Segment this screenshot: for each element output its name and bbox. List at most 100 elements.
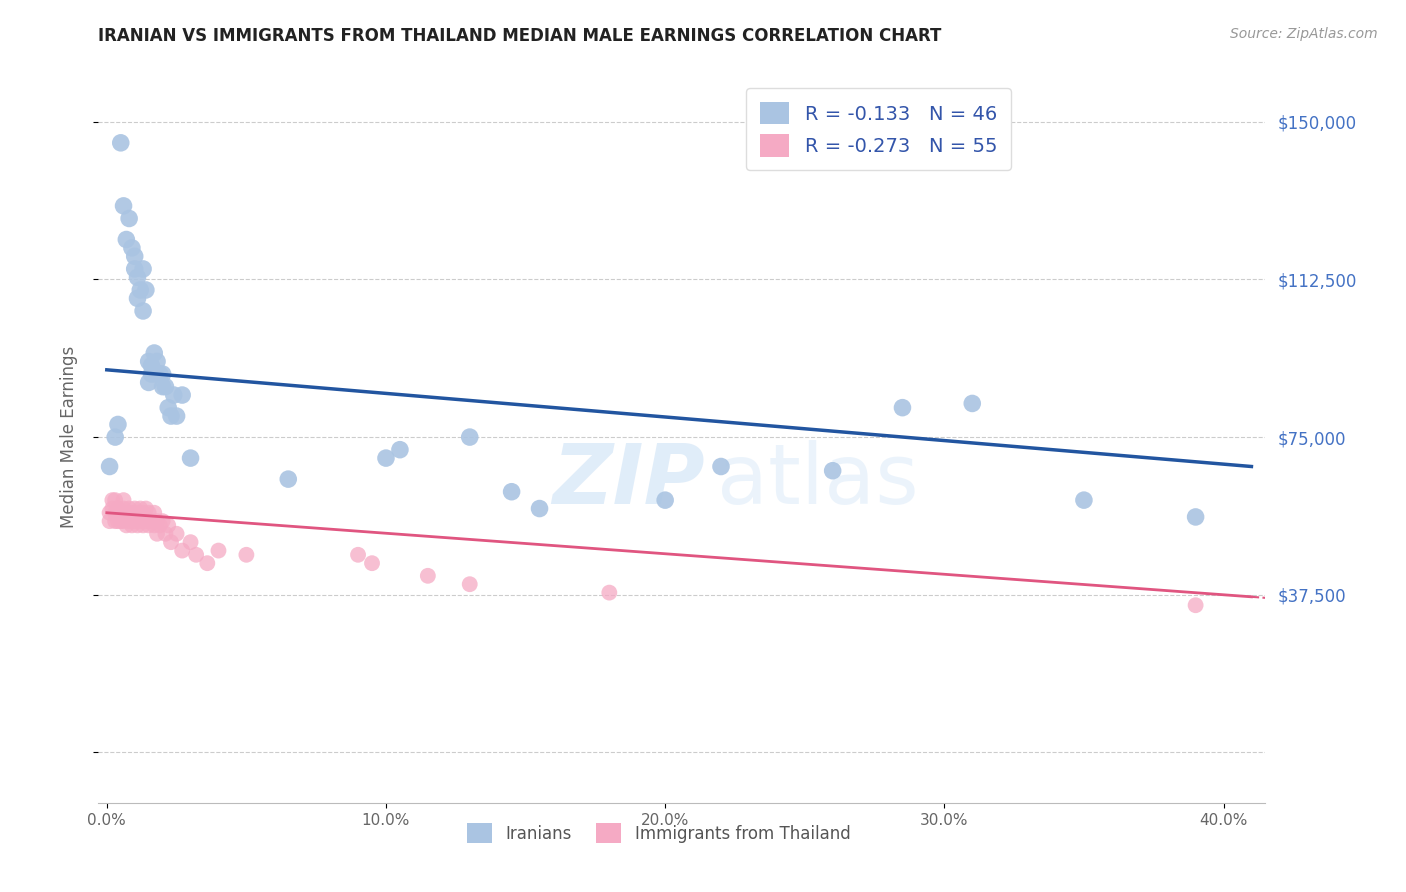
Point (172, 388, 194, 402)
Point (141, 359, 163, 373)
Point (135, 514, 157, 528)
Point (110, 506, 132, 520)
Point (104, 506, 127, 520)
Point (112, 493, 135, 508)
Point (121, 241, 143, 255)
Point (124, 514, 146, 528)
Point (115, 506, 138, 520)
Point (598, 585, 620, 599)
Point (132, 304, 155, 318)
Point (375, 451, 398, 466)
Point (141, 367, 163, 381)
Point (388, 442, 411, 457)
Point (180, 451, 202, 466)
Point (138, 518, 160, 533)
Point (107, 417, 129, 432)
Point (135, 501, 157, 516)
Point (149, 518, 172, 533)
Point (98, 514, 121, 528)
Point (155, 379, 177, 393)
Point (98, 459, 121, 474)
Point (138, 506, 160, 520)
Point (141, 514, 163, 528)
Point (101, 493, 124, 508)
Legend: Iranians, Immigrants from Thailand: Iranians, Immigrants from Thailand (460, 817, 858, 849)
Point (458, 430, 481, 444)
Point (529, 501, 551, 516)
Point (124, 261, 146, 276)
Point (135, 283, 157, 297)
Point (891, 401, 914, 415)
Point (124, 501, 146, 516)
Point (821, 464, 844, 478)
Point (143, 346, 166, 360)
Point (138, 376, 160, 390)
Text: ZIP: ZIP (553, 441, 706, 522)
Point (207, 543, 229, 558)
Point (129, 501, 152, 516)
Point (107, 501, 129, 516)
Point (235, 548, 257, 562)
Point (143, 518, 166, 533)
Point (152, 514, 174, 528)
Point (458, 577, 481, 591)
Point (127, 270, 149, 285)
Point (166, 526, 188, 541)
Point (962, 396, 984, 410)
Point (121, 518, 143, 533)
Point (118, 514, 141, 528)
Point (129, 514, 152, 528)
Point (112, 514, 135, 528)
Point (104, 430, 127, 444)
Text: atlas: atlas (717, 441, 918, 522)
Point (110, 136, 132, 150)
Point (101, 501, 124, 516)
Point (166, 409, 188, 423)
Point (361, 556, 384, 570)
Point (112, 501, 135, 516)
Point (107, 514, 129, 528)
Point (129, 283, 152, 297)
Point (110, 514, 132, 528)
Point (152, 379, 174, 393)
Point (155, 526, 177, 541)
Point (118, 211, 141, 226)
Point (132, 261, 155, 276)
Point (146, 514, 169, 528)
Point (132, 506, 155, 520)
Point (163, 388, 186, 402)
Point (127, 518, 149, 533)
Point (104, 493, 127, 508)
Point (654, 493, 676, 508)
Point (115, 233, 138, 247)
Point (184, 548, 207, 562)
Y-axis label: Median Male Earnings: Median Male Earnings (59, 346, 77, 528)
Point (146, 367, 169, 381)
Point (416, 569, 439, 583)
Point (157, 518, 180, 533)
Point (180, 535, 202, 549)
Point (118, 501, 141, 516)
Point (1184, 510, 1206, 524)
Point (172, 543, 194, 558)
Point (160, 409, 183, 423)
Point (132, 518, 155, 533)
Point (143, 506, 166, 520)
Point (149, 367, 172, 381)
Point (347, 548, 370, 562)
Point (152, 367, 174, 381)
Point (146, 354, 169, 368)
Text: IRANIAN VS IMMIGRANTS FROM THAILAND MEDIAN MALE EARNINGS CORRELATION CHART: IRANIAN VS IMMIGRANTS FROM THAILAND MEDI… (98, 27, 942, 45)
Point (146, 526, 169, 541)
Point (98, 506, 121, 520)
Point (277, 472, 299, 486)
Point (121, 506, 143, 520)
Point (124, 249, 146, 263)
Point (127, 291, 149, 305)
Point (1184, 599, 1206, 613)
Point (115, 518, 138, 533)
Point (127, 506, 149, 520)
Point (195, 556, 218, 570)
Point (710, 459, 733, 474)
Point (104, 514, 127, 528)
